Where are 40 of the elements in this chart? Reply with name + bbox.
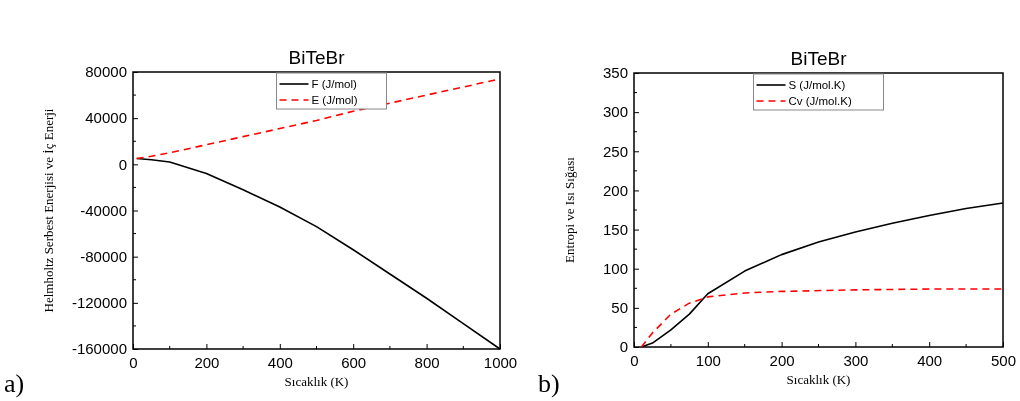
y-tick-label: 250 bbox=[602, 142, 628, 160]
y-tick-label: 300 bbox=[602, 103, 628, 121]
x-tick-label: 0 bbox=[129, 353, 138, 371]
x-tick-label: 0 bbox=[630, 351, 639, 369]
x-tick-label: 200 bbox=[769, 351, 795, 369]
chart-title: BiTeBr bbox=[790, 48, 848, 69]
legend-label: F (J/mol) bbox=[311, 78, 358, 90]
x-tick-label: 200 bbox=[194, 353, 220, 371]
y-tick-label: 80000 bbox=[85, 63, 127, 81]
y-axis-title: Entropi ve Isı Sığası bbox=[562, 156, 577, 263]
x-tick-label: 1000 bbox=[483, 353, 518, 371]
x-tick-label: 800 bbox=[414, 353, 440, 371]
y-tick-label: 50 bbox=[611, 299, 628, 317]
y-tick-label: -160000 bbox=[71, 340, 127, 358]
y-tick-label: -40000 bbox=[80, 201, 127, 219]
x-tick-label: 100 bbox=[695, 351, 721, 369]
x-axis-title: Sıcaklık (K) bbox=[786, 372, 851, 387]
x-tick-label: 500 bbox=[990, 351, 1017, 369]
text: a) bbox=[4, 369, 25, 398]
y-tick-label: 350 bbox=[602, 64, 628, 82]
x-tick-label: 300 bbox=[843, 351, 869, 369]
legend-label: S (J/mol.K) bbox=[788, 79, 846, 91]
line-series bbox=[640, 288, 1004, 348]
chart-title: BiTeBr bbox=[288, 47, 346, 68]
x-tick-label: 400 bbox=[917, 351, 943, 369]
y-tick-label: -120000 bbox=[71, 294, 127, 312]
y-tick-label: 100 bbox=[602, 260, 628, 278]
legend-label: Cv (J/mol.K) bbox=[788, 95, 852, 107]
y-tick-label: 0 bbox=[619, 338, 628, 356]
text: b) bbox=[538, 369, 560, 398]
legend-label: E (J/mol) bbox=[311, 94, 358, 106]
y-tick-label: 200 bbox=[602, 181, 628, 199]
x-axis-title: Sıcaklık (K) bbox=[284, 374, 349, 389]
y-tick-label: 40000 bbox=[85, 109, 127, 127]
y-tick-label: 150 bbox=[602, 220, 628, 238]
x-tick-label: 400 bbox=[267, 353, 293, 371]
x-tick-label: 600 bbox=[341, 353, 367, 371]
y-axis-title: Helmholtz Serbest Enerjisi ve İç Enerji bbox=[41, 108, 56, 313]
y-tick-label: 0 bbox=[118, 155, 127, 173]
y-tick-label: -80000 bbox=[80, 247, 127, 265]
